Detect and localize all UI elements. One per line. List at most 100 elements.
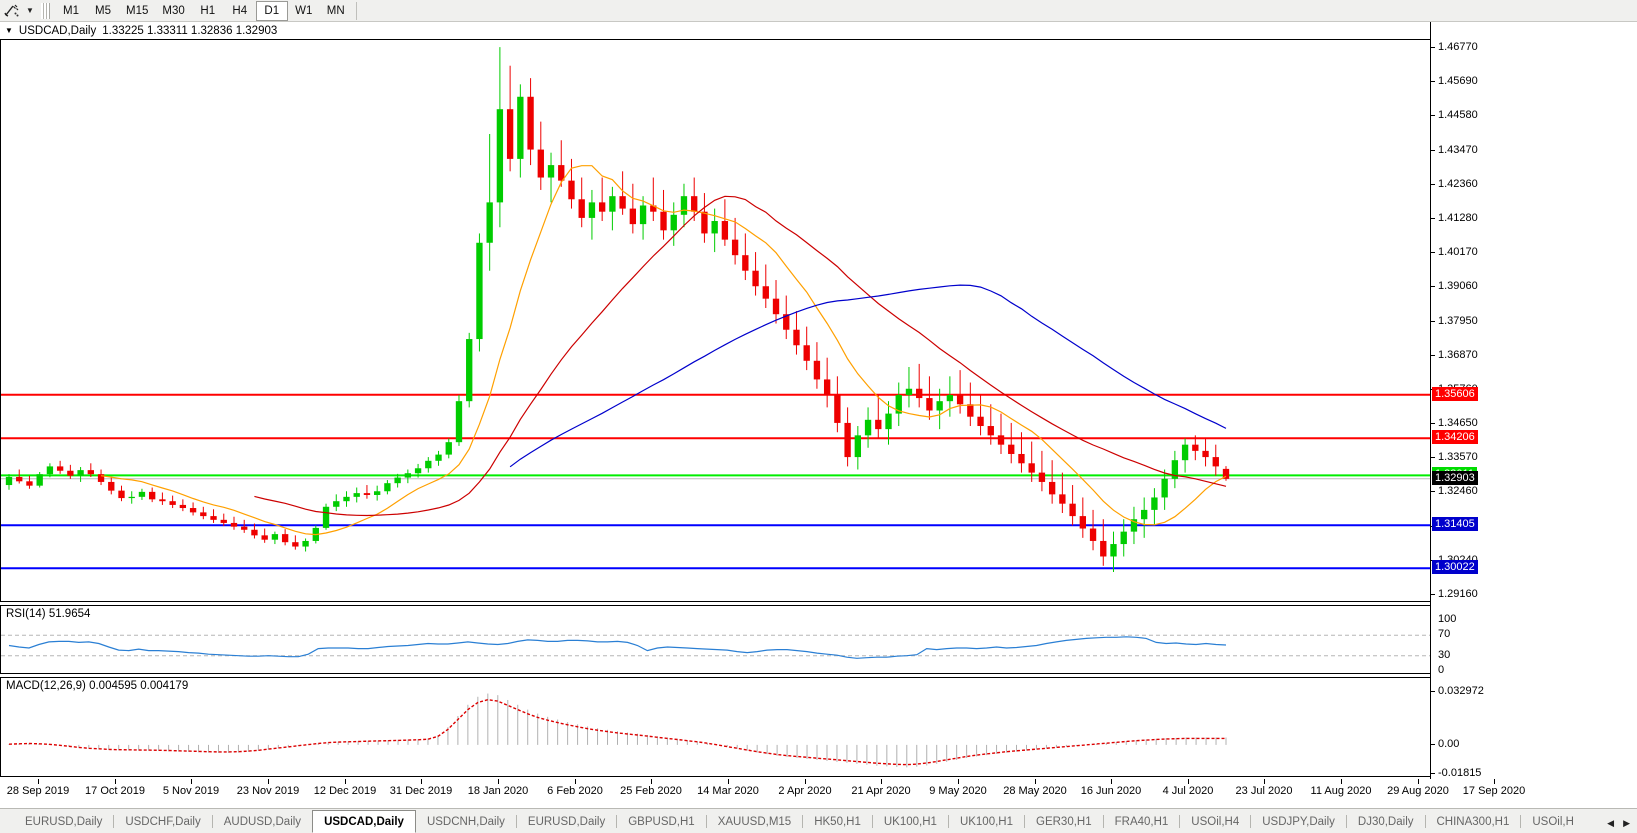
chart-tab-uk100-h1[interactable]: UK100,H1 [959,816,1013,828]
chart-tab-hk50-h1[interactable]: HK50,H1 [814,816,861,828]
tab-divider [616,815,618,828]
chart-tab-usdcnh-daily[interactable]: USDCNH,Daily [426,816,505,828]
timeframe-mn[interactable]: MN [326,4,345,17]
price-tick [1430,47,1435,48]
chart-tab-usoil-h[interactable]: USOil,H [1532,816,1574,828]
date-tick-label: 18 Jan 2020 [467,785,529,797]
macd-tick-label: -0.01815 [1438,767,1482,779]
timeframe-m5[interactable]: M5 [95,4,111,17]
rsi-tick-label: 0 [1438,664,1445,676]
chart-tab-usoil-h4[interactable]: USOil,H4 [1191,816,1240,828]
tab-divider [1250,815,1252,828]
macd-pane[interactable]: MACD(12,26,9) 0.004595 0.004179 [0,677,1431,777]
date-tick-label: 12 Dec 2019 [313,785,377,797]
chart-tab-usdjpy-daily[interactable]: USDJPY,Daily [1262,816,1335,828]
price-tick [1430,354,1435,356]
date-tick [651,779,652,784]
chevron-down-icon[interactable]: ▼ [26,6,34,15]
last-price-line-badge[interactable]: 1.32903 [1432,470,1478,485]
chart-area[interactable]: ▼ USDCAD,Daily 1.33225 1.33311 1.32836 1… [0,22,1637,808]
date-tick [1341,779,1342,784]
tab-scroll-controls[interactable]: ◀ ▶ [1600,818,1637,833]
chart-ohlc-values: 1.33225 1.33311 1.32836 1.32903 [102,24,278,37]
tab-divider [113,815,115,828]
triangle-down-icon[interactable]: ▼ [5,26,13,35]
date-tick [345,779,346,784]
date-tick-label: 29 Aug 2020 [1387,785,1449,797]
tab-divider [515,815,517,828]
resistance-line-upper-badge[interactable]: 1.35606 [1432,386,1478,401]
chart-tab-eurusd-daily[interactable]: EURUSD,Daily [527,816,606,828]
macd-indicator-label: MACD(12,26,9) 0.004595 0.004179 [6,680,189,692]
date-tick [1264,779,1265,784]
arrow-right-icon[interactable]: ▶ [1623,818,1630,828]
date-axis[interactable]: 28 Sep 2019 17 Oct 2019 5 Nov 2019 23 Nov 2… [0,779,1637,801]
date-tick [881,779,882,784]
date-tick-label: 2 Apr 2020 [778,785,832,797]
chart-tab-fra40-h1[interactable]: FRA40,H1 [1114,816,1169,828]
tab-divider [705,815,707,828]
tab-divider [947,815,949,828]
tab-divider [211,815,213,828]
symbol-quote-line: ▼ USDCAD,Daily 1.33225 1.33311 1.32836 1… [0,22,277,39]
timeframe-h4[interactable]: H4 [232,4,248,17]
price-tick [1430,594,1435,595]
rsi-pane[interactable]: RSI(14) 51.9654 [0,605,1431,674]
toolbar-divider [355,1,357,20]
price-tick-label: 1.39060 [1438,280,1478,293]
macd-tick [1430,743,1435,745]
macd-tick [1430,773,1435,774]
date-tick-label: 23 Jul 2020 [1235,785,1293,797]
date-tick [421,779,422,784]
price-tick [1430,115,1435,117]
chart-tab-usdchf-daily[interactable]: USDCHF,Daily [125,816,201,828]
chart-tab-ger30-h1[interactable]: GER30,H1 [1036,816,1092,828]
crosshair-pointer-icon[interactable] [0,1,22,21]
date-tick-label: 6 Feb 2020 [547,785,603,797]
chart-tab-audusd-daily[interactable]: AUDUSD,Daily [223,816,302,828]
date-tick [575,779,576,784]
date-tick [38,779,39,784]
date-tick [268,779,269,784]
timeframe-d1[interactable]: D1 [255,0,288,21]
rsi-tick-label: 70 [1438,628,1451,641]
price-tick [1430,217,1435,219]
price-scale-axis[interactable]: 1.46770 1.45690 1.44580 1.43470 1.42360 1.412… [1430,22,1484,779]
timeframe-h1[interactable]: H1 [200,4,216,17]
chart-tab-uk100-h1[interactable]: UK100,H1 [883,816,937,828]
chart-tab-eurusd-daily[interactable]: EURUSD,Daily [25,816,103,828]
chart-tab-bar[interactable]: EURUSD,Daily USDCHF,Daily AUDUSD,Daily USDC… [0,808,1637,833]
date-tick [498,779,499,784]
price-tick [1430,491,1435,493]
date-tick-label: 17 Sep 2020 [1462,785,1526,797]
drag-grip-icon[interactable] [41,2,50,19]
arrow-left-icon[interactable]: ◀ [1607,818,1615,828]
chart-tab-usdcad-daily[interactable]: USDCAD,Daily [312,810,416,833]
timeframe-w1[interactable]: W1 [295,4,313,17]
timeframe-m15[interactable]: M15 [126,4,149,17]
timeframe-m1[interactable]: M1 [63,4,79,17]
rsi-tick-label: 100 [1438,613,1457,625]
date-tick-label: 21 Apr 2020 [851,785,911,797]
price-tick [1430,320,1435,322]
price-plot [1,40,1430,601]
chart-tab-xauusd-m15[interactable]: XAUUSD,M15 [717,816,792,828]
chart-tab-list: EURUSD,Daily USDCHF,Daily AUDUSD,Daily USDC… [14,810,1585,833]
chart-tab-gbpusd-h1[interactable]: GBPUSD,H1 [628,816,695,828]
resistance-line-lower-badge[interactable]: 1.34206 [1432,430,1478,445]
price-pane[interactable] [0,39,1431,602]
chart-tab-dj30-daily[interactable]: DJ30,Daily [1357,816,1414,828]
tab-divider [802,815,804,828]
chart-tab-china300-h1[interactable]: CHINA300,H1 [1436,816,1510,828]
support-line-upper-badge[interactable]: 1.31405 [1432,517,1478,532]
date-tick-label: 14 Mar 2020 [697,785,759,797]
timeframe-m30[interactable]: M30 [162,4,185,17]
date-tick-label: 9 May 2020 [929,785,987,797]
price-tick [1430,183,1435,185]
macd-tick [1430,691,1435,692]
date-tick-label: 16 Jun 2020 [1080,785,1142,797]
date-tick [1111,779,1112,784]
date-tick [958,779,959,784]
price-tick-label: 1.42360 [1438,177,1478,190]
support-line-lower-badge[interactable]: 1.30022 [1432,560,1478,575]
